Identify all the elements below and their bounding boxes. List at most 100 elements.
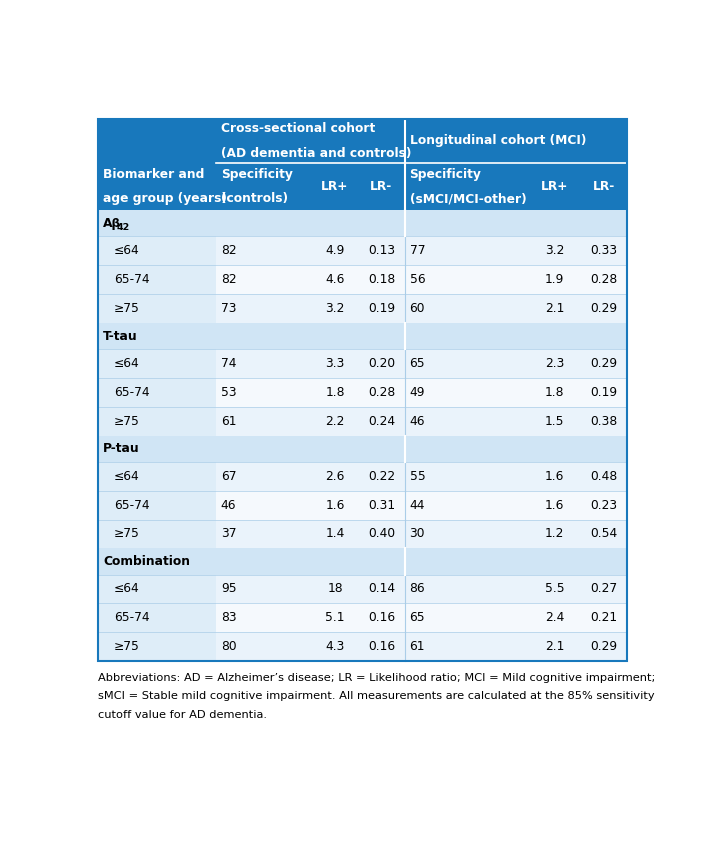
- Text: 1.9: 1.9: [545, 273, 564, 286]
- Text: (AD dementia and controls): (AD dementia and controls): [221, 146, 411, 160]
- Text: 0.29: 0.29: [590, 640, 617, 654]
- Text: ≤64: ≤64: [114, 244, 139, 257]
- Text: 37: 37: [221, 528, 236, 540]
- Text: 73: 73: [221, 302, 236, 315]
- Text: ≥75: ≥75: [114, 640, 139, 654]
- Text: 77: 77: [409, 244, 425, 257]
- Text: 0.28: 0.28: [367, 386, 395, 399]
- Text: 4.3: 4.3: [325, 640, 345, 654]
- Bar: [312, 603, 358, 632]
- Text: 0.19: 0.19: [368, 302, 395, 315]
- Text: 65-74: 65-74: [114, 386, 149, 399]
- Text: 1.2: 1.2: [545, 528, 564, 540]
- Text: 0.48: 0.48: [590, 470, 618, 483]
- Bar: [216, 266, 312, 294]
- Text: 0.18: 0.18: [367, 273, 395, 286]
- Text: 42: 42: [117, 223, 130, 231]
- Bar: [581, 632, 627, 661]
- Text: ≤64: ≤64: [114, 470, 139, 483]
- Bar: [216, 632, 312, 661]
- Bar: [358, 407, 404, 436]
- Text: 2.4: 2.4: [545, 611, 564, 625]
- Text: Combination: Combination: [103, 555, 190, 568]
- Text: 56: 56: [409, 273, 426, 286]
- Bar: [358, 519, 404, 548]
- Text: 1.8: 1.8: [545, 386, 564, 399]
- Text: 2.2: 2.2: [325, 414, 345, 428]
- Text: 18: 18: [327, 582, 343, 596]
- Text: 65-74: 65-74: [114, 499, 149, 511]
- Bar: [216, 603, 312, 632]
- Bar: [581, 163, 627, 210]
- Bar: [528, 349, 581, 378]
- Bar: [528, 266, 581, 294]
- Text: 4.9: 4.9: [325, 244, 345, 257]
- Bar: [528, 491, 581, 519]
- Bar: [528, 632, 581, 661]
- Text: 82: 82: [221, 273, 236, 286]
- Text: 65: 65: [409, 611, 426, 625]
- Bar: [581, 349, 627, 378]
- Text: 5.5: 5.5: [545, 582, 564, 596]
- Bar: [528, 378, 581, 407]
- Bar: [358, 378, 404, 407]
- Bar: [216, 163, 312, 210]
- Text: 0.16: 0.16: [368, 640, 395, 654]
- Bar: [312, 294, 358, 323]
- Bar: [98, 462, 216, 491]
- Bar: [312, 349, 358, 378]
- Text: 46: 46: [409, 414, 425, 428]
- Bar: [404, 462, 528, 491]
- Text: age group (years): age group (years): [103, 192, 227, 205]
- Text: 3.2: 3.2: [545, 244, 564, 257]
- Text: Specificity: Specificity: [409, 168, 481, 181]
- Text: (sMCI/MCI-other): (sMCI/MCI-other): [409, 192, 526, 205]
- Bar: [404, 378, 528, 407]
- Bar: [404, 491, 528, 519]
- Bar: [312, 574, 358, 603]
- Text: 3.3: 3.3: [325, 357, 345, 370]
- Bar: [358, 574, 404, 603]
- Bar: [404, 163, 528, 210]
- Text: T-tau: T-tau: [103, 329, 138, 343]
- Bar: [98, 574, 216, 603]
- Bar: [216, 407, 312, 436]
- Text: ≥75: ≥75: [114, 528, 139, 540]
- Text: 0.54: 0.54: [590, 528, 618, 540]
- Text: 82: 82: [221, 244, 236, 257]
- Text: 2.6: 2.6: [325, 470, 345, 483]
- Text: LR+: LR+: [541, 180, 569, 193]
- Text: 5.1: 5.1: [325, 611, 345, 625]
- Text: Abbreviations: AD = Alzheimer’s disease; LR = Likelihood ratio; MCI = Mild cogni: Abbreviations: AD = Alzheimer’s disease;…: [98, 673, 656, 683]
- Bar: [581, 603, 627, 632]
- Bar: [528, 294, 581, 323]
- Text: 0.16: 0.16: [368, 611, 395, 625]
- Bar: [358, 462, 404, 491]
- Text: 4.6: 4.6: [325, 273, 345, 286]
- Bar: [98, 349, 216, 378]
- Text: 46: 46: [221, 499, 236, 511]
- Bar: [98, 294, 216, 323]
- Bar: [528, 603, 581, 632]
- Text: Specificity: Specificity: [221, 168, 292, 181]
- Bar: [404, 118, 627, 163]
- Bar: [528, 237, 581, 266]
- Text: 2.3: 2.3: [545, 357, 564, 370]
- Text: 53: 53: [221, 386, 236, 399]
- Text: 61: 61: [221, 414, 236, 428]
- Bar: [358, 603, 404, 632]
- Text: (controls): (controls): [221, 192, 288, 205]
- Text: 3.2: 3.2: [325, 302, 345, 315]
- Bar: [312, 237, 358, 266]
- Text: sMCI = Stable mild cognitive impairment. All measurements are calculated at the : sMCI = Stable mild cognitive impairment.…: [98, 691, 655, 701]
- Bar: [216, 491, 312, 519]
- Bar: [581, 462, 627, 491]
- Bar: [216, 349, 312, 378]
- Text: 49: 49: [409, 386, 425, 399]
- Text: 83: 83: [221, 611, 236, 625]
- Text: ≤64: ≤64: [114, 357, 139, 370]
- Text: 1.5: 1.5: [545, 414, 564, 428]
- Bar: [358, 237, 404, 266]
- Text: P-tau: P-tau: [103, 443, 140, 455]
- Bar: [312, 163, 358, 210]
